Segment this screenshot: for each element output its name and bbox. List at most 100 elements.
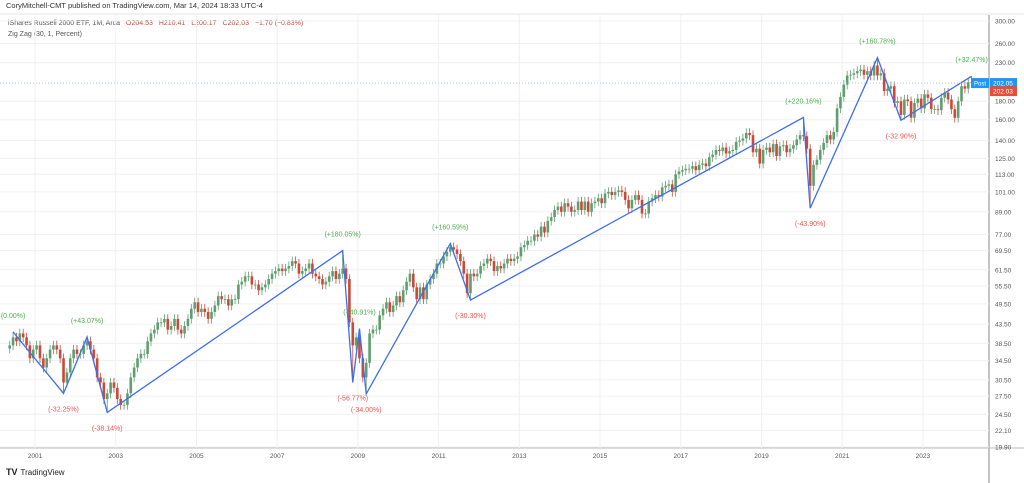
candle-body xyxy=(758,148,762,164)
candle-body xyxy=(368,333,371,363)
candle xyxy=(183,321,186,339)
candle-body xyxy=(338,273,341,280)
candle xyxy=(899,96,903,121)
price-tick-label: 89.00 xyxy=(995,209,1012,216)
candle-body xyxy=(563,203,566,212)
candle xyxy=(563,198,566,217)
candle-body xyxy=(862,69,866,75)
candle xyxy=(216,291,220,311)
candle-body xyxy=(620,190,624,192)
candle-body xyxy=(65,372,69,383)
candle-body xyxy=(183,325,186,334)
candle xyxy=(788,144,792,158)
post-price-label: 202.05 xyxy=(993,81,1013,88)
candle-body xyxy=(899,101,903,115)
candle-body xyxy=(216,296,220,306)
candle-body xyxy=(936,109,940,111)
candle-body xyxy=(398,296,402,303)
candle xyxy=(529,236,533,246)
candle xyxy=(307,258,311,274)
candle-body xyxy=(203,308,207,313)
candle-body xyxy=(132,367,136,378)
candle-body xyxy=(257,284,260,291)
tradingview-logo[interactable]: TV TradingView xyxy=(6,467,65,477)
candle xyxy=(418,282,422,304)
candle xyxy=(257,279,260,296)
candle-body xyxy=(718,149,721,152)
candle-body xyxy=(432,273,435,280)
candle-body xyxy=(738,140,741,142)
candle-body xyxy=(102,382,106,400)
candle-body xyxy=(950,99,953,110)
candle-body xyxy=(482,263,486,267)
candle-body xyxy=(270,273,274,280)
candle xyxy=(190,304,193,324)
candle xyxy=(627,195,630,214)
candle-body xyxy=(940,97,943,111)
candle xyxy=(253,279,257,290)
candle-body xyxy=(381,308,385,316)
candle xyxy=(11,331,15,351)
candle-body xyxy=(425,284,429,300)
candle-body xyxy=(395,296,398,306)
candle-body xyxy=(529,240,533,242)
candle-body xyxy=(876,65,879,76)
candle xyxy=(455,244,459,259)
candle xyxy=(882,68,886,96)
indicator-legend[interactable]: Zig Zag (30, 1, Percent) xyxy=(8,31,82,38)
candle xyxy=(825,130,829,148)
candle xyxy=(923,89,926,114)
candle-body xyxy=(533,234,536,241)
candle xyxy=(388,297,392,317)
candle xyxy=(284,263,287,276)
candle xyxy=(472,269,476,282)
time-axis[interactable]: 2001 2003 2005 2007 2009 2011 2013 2015 2017 2019… xyxy=(28,453,931,460)
candle xyxy=(697,160,701,175)
candle xyxy=(583,196,587,215)
candle-body xyxy=(496,266,499,272)
candle xyxy=(765,142,768,155)
candle xyxy=(613,187,617,200)
candle xyxy=(956,96,960,123)
candle xyxy=(482,258,486,271)
candle xyxy=(677,166,681,180)
candle-body xyxy=(196,302,200,313)
candle-body xyxy=(687,168,691,170)
candle-body xyxy=(311,263,314,274)
candle-body xyxy=(15,337,18,342)
candle-body xyxy=(129,377,133,394)
symbol-legend[interactable]: iShares Russell 2000 ETF, 1M, Arca O204.… xyxy=(8,18,303,29)
candle xyxy=(35,340,38,355)
candle-body xyxy=(886,88,889,92)
candle-body xyxy=(539,226,543,237)
candle xyxy=(909,96,913,123)
candle-body xyxy=(344,268,348,280)
candle-body xyxy=(553,210,556,218)
candle xyxy=(250,271,254,290)
candle-body xyxy=(297,263,301,274)
candle-body xyxy=(163,318,166,323)
candle xyxy=(674,169,677,197)
zigzag-pivot-label: (-30.30%) xyxy=(455,313,486,320)
candle xyxy=(223,294,227,304)
candle-body xyxy=(475,273,479,277)
candle-body xyxy=(892,86,896,103)
time-tick-label: 2003 xyxy=(108,453,123,460)
candle xyxy=(660,182,664,202)
candle-body xyxy=(146,341,149,354)
candle xyxy=(119,394,122,410)
candle xyxy=(506,254,509,269)
candle xyxy=(610,187,614,200)
zigzag-pivot-label: (+220.16%) xyxy=(785,98,821,105)
candle xyxy=(553,205,556,222)
candle-body xyxy=(805,136,809,149)
price-axis[interactable]: 300.00 260.00 230.00 180.00 160.00 140.00 125.… xyxy=(971,19,1017,452)
candle xyxy=(859,65,862,76)
candle xyxy=(576,196,580,215)
candle xyxy=(916,93,920,108)
price-tick-label: 101.00 xyxy=(995,189,1015,196)
candle-body xyxy=(492,261,496,272)
candle xyxy=(849,70,852,81)
candle-body xyxy=(812,164,815,186)
